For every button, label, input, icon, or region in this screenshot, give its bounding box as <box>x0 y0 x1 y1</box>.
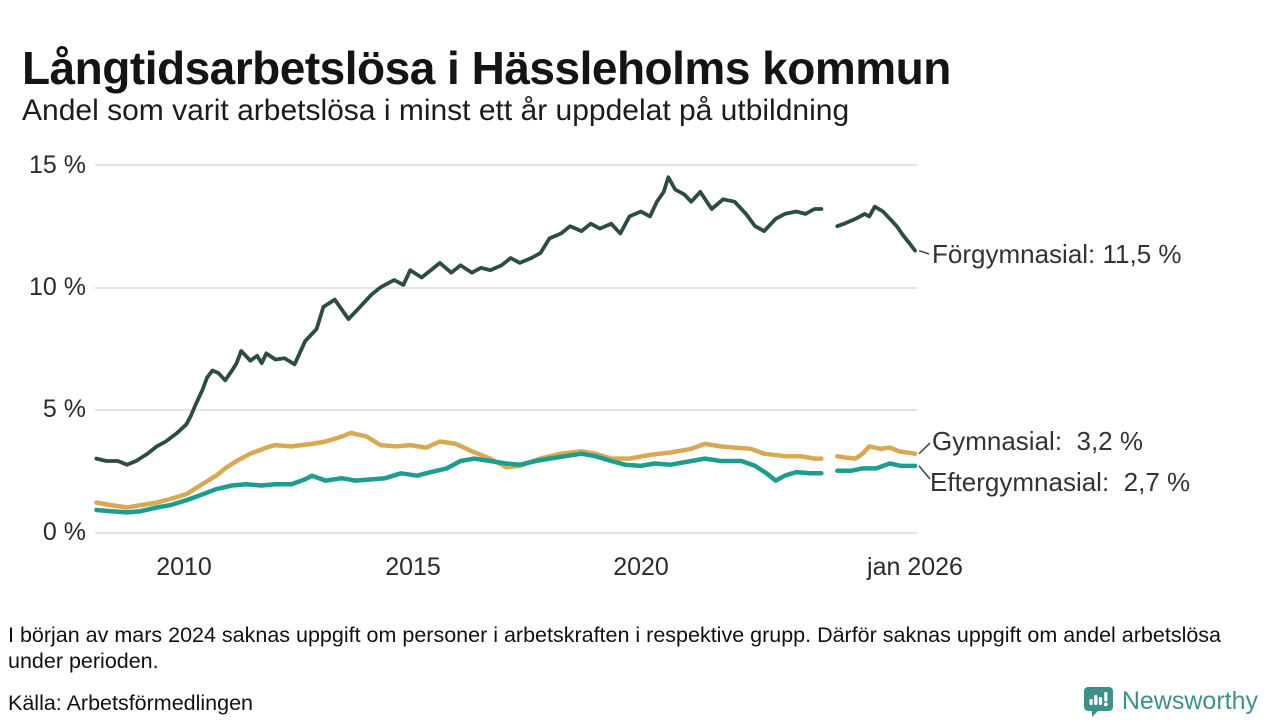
y-tick-0: 0 % <box>42 518 86 546</box>
series-line-förgymnasial <box>835 204 917 253</box>
y-tick-5: 5 % <box>42 395 86 423</box>
x-tick-2010: 2010 <box>156 553 212 581</box>
footnote: I början av mars 2024 saknas uppgift om … <box>8 623 1222 673</box>
series-line-eftergymnasial <box>835 461 918 474</box>
x-tick-2020: 2020 <box>613 553 669 581</box>
newsworthy-logo[interactable]: Newsworthy <box>1083 686 1258 717</box>
label-connector-gymnasial <box>918 442 931 455</box>
series-line-eftergymnasial <box>94 451 824 515</box>
gridline-10 <box>95 287 917 289</box>
newsworthy-wordmark: Newsworthy <box>1121 687 1258 715</box>
newsworthy-bubble-chart-icon <box>1083 686 1114 717</box>
chart-subtitle: Andel som varit arbetslösa i minst ett å… <box>22 94 850 127</box>
series-line-gymnasial <box>835 444 918 461</box>
x-tick-jan-2026: jan 2026 <box>867 553 963 581</box>
y-tick-10: 10 % <box>29 273 86 301</box>
gridline-15 <box>95 164 917 166</box>
source-attribution: Källa: Arbetsförmedlingen <box>8 691 254 715</box>
series-label-forgymnasial: Förgymnasial: 11,5 % <box>932 239 1182 269</box>
page-title: Långtidsarbetslösa i Hässleholms kommun <box>22 41 951 94</box>
gridline-5 <box>95 409 917 411</box>
series-line-gymnasial <box>94 430 824 510</box>
y-tick-15: 15 % <box>29 151 86 179</box>
label-connector-förgymnasial <box>918 249 930 255</box>
series-line-förgymnasial <box>94 175 824 467</box>
series-label-eftergymnasial: Eftergymnasial: 2,7 % <box>930 467 1191 497</box>
gridline-0 <box>95 532 917 534</box>
x-tick-2015: 2015 <box>385 553 441 581</box>
series-label-gymnasial: Gymnasial: 3,2 % <box>932 426 1143 456</box>
label-connector-eftergymnasial <box>918 465 931 480</box>
